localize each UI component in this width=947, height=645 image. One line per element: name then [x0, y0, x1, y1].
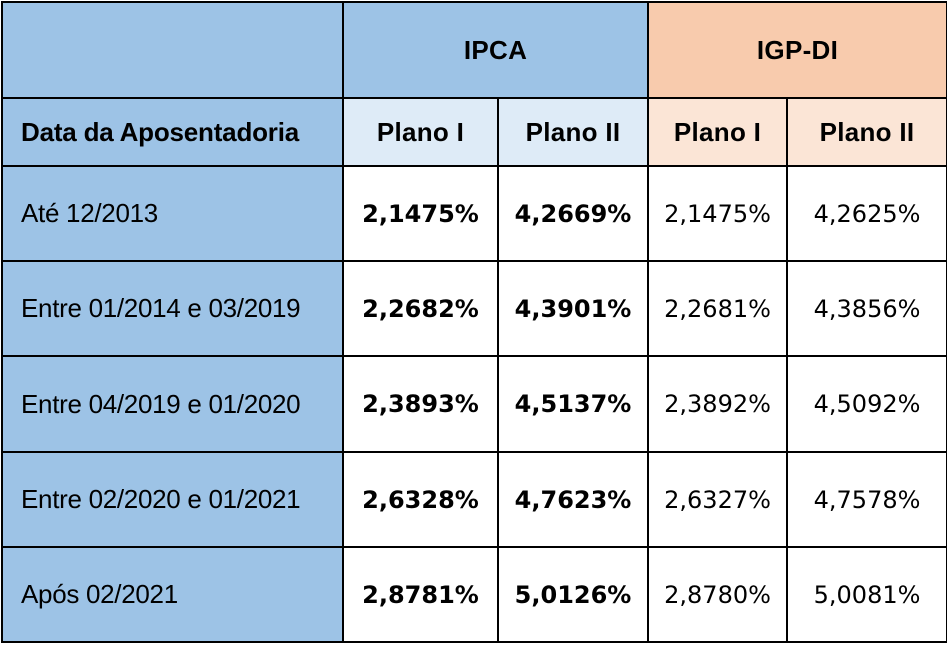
ipca-group-header: IPCA [341, 1, 650, 99]
ipca-plano1-value: 2,3893% [342, 355, 499, 453]
igpdi-plano1-header: Plano I [647, 97, 789, 167]
igpdi-plano1-value: 2,6327% [647, 451, 789, 548]
ipca-plano1-value: 2,2682% [342, 260, 499, 357]
ipca-plano2-value: 4,7623% [496, 451, 650, 548]
igpdi-group-header: IGP-DI [647, 1, 947, 99]
column-header-row: Data da Aposentadoria Plano I Plano II P… [1, 97, 947, 167]
igpdi-plano2-value: 4,7578% [786, 451, 947, 548]
igpdi-plano2-value: 4,5092% [786, 355, 947, 453]
igpdi-plano1-value: 2,8780% [647, 546, 789, 643]
igpdi-plano1-value: 2,2681% [647, 260, 789, 357]
igpdi-plano1-value: 2,3892% [647, 355, 789, 453]
ipca-plano2-header: Plano II [496, 97, 650, 167]
group-header-row: IPCA IGP-DI [1, 1, 947, 99]
ipca-plano2-value: 5,0126% [496, 546, 650, 643]
row-label: Até 12/2013 [1, 165, 344, 262]
ipca-plano1-value: 2,8781% [342, 546, 499, 643]
igpdi-plano2-header: Plano II [786, 97, 947, 167]
row-label: Entre 01/2014 e 03/2019 [1, 260, 344, 357]
date-column-header: Data da Aposentadoria [1, 97, 344, 167]
ipca-plano2-value: 4,3901% [496, 260, 650, 357]
table-row: Até 12/2013 2,1475% 4,2669% 2,1475% 4,26… [1, 165, 947, 262]
ipca-plano1-value: 2,1475% [342, 165, 499, 262]
corner-cell [1, 1, 344, 99]
igpdi-plano1-value: 2,1475% [647, 165, 789, 262]
table-row: Entre 04/2019 e 01/2020 2,3893% 4,5137% … [1, 355, 947, 453]
table-row: Após 02/2021 2,8781% 5,0126% 2,8780% 5,0… [1, 546, 947, 643]
table-row: Entre 02/2020 e 01/2021 2,6328% 4,7623% … [1, 451, 947, 548]
ipca-plano1-header: Plano I [342, 97, 499, 167]
row-label: Entre 02/2020 e 01/2021 [1, 451, 344, 548]
ipca-plano2-value: 4,2669% [496, 165, 650, 262]
ipca-plano2-value: 4,5137% [496, 355, 650, 453]
table-row: Entre 01/2014 e 03/2019 2,2682% 4,3901% … [1, 260, 947, 357]
igpdi-plano2-value: 4,2625% [786, 165, 947, 262]
row-label: Após 02/2021 [1, 546, 344, 643]
ipca-plano1-value: 2,6328% [342, 451, 499, 548]
igpdi-plano2-value: 4,3856% [786, 260, 947, 357]
row-label: Entre 04/2019 e 01/2020 [1, 355, 344, 453]
igpdi-plano2-value: 5,0081% [786, 546, 947, 643]
